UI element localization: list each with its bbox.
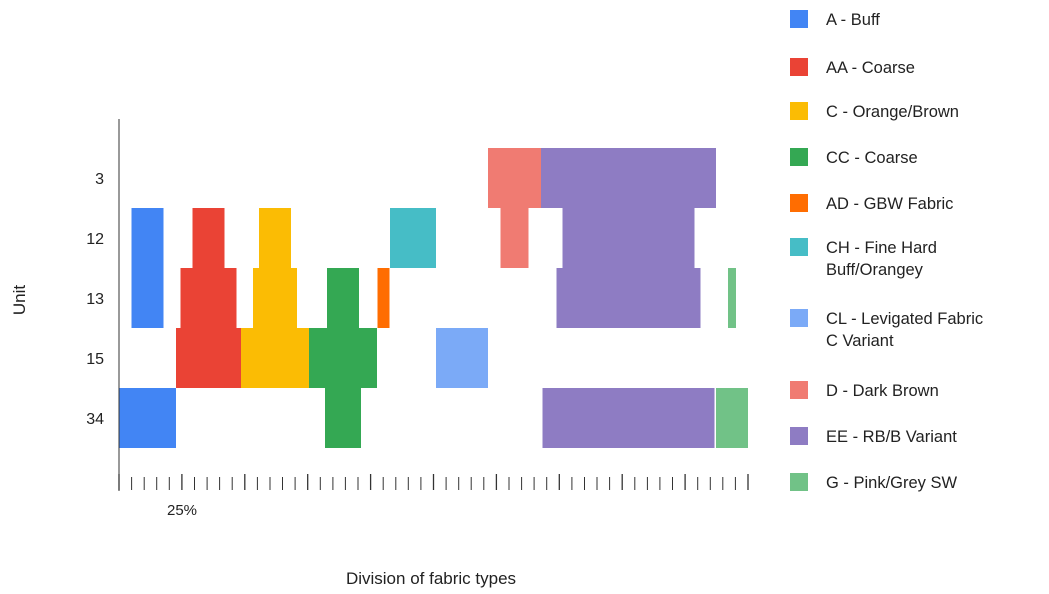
x-tick-label: 25% bbox=[167, 502, 197, 519]
bar bbox=[542, 388, 715, 448]
bar bbox=[541, 148, 716, 208]
bar bbox=[241, 328, 309, 388]
bar bbox=[180, 268, 237, 328]
bars-layer bbox=[119, 148, 748, 448]
legend-label: AA - Coarse bbox=[826, 59, 915, 77]
legend-item: AA - Coarse bbox=[790, 57, 1049, 79]
bar bbox=[377, 268, 390, 328]
legend-swatch bbox=[790, 58, 808, 76]
bar bbox=[176, 328, 241, 388]
bar bbox=[131, 208, 164, 268]
legend-label: EE - RB/B Variant bbox=[826, 428, 957, 446]
bar bbox=[728, 268, 736, 328]
y-tick-label: 15 bbox=[86, 351, 104, 368]
bar bbox=[436, 328, 488, 388]
legend-item: A - Buff bbox=[790, 9, 1049, 31]
legend-item: CH - Fine Hard Buff/Orangey bbox=[790, 237, 1049, 281]
bar bbox=[556, 268, 701, 328]
x-axis-title: Division of fabric types bbox=[346, 569, 516, 588]
y-axis-title: Unit bbox=[10, 285, 29, 316]
legend-item: AD - GBW Fabric bbox=[790, 193, 1049, 215]
x-axis-ticks bbox=[118, 474, 749, 490]
legend-swatch bbox=[790, 309, 808, 327]
legend-label: A - Buff bbox=[826, 11, 880, 29]
legend-item: D - Dark Brown bbox=[790, 380, 1049, 402]
bar bbox=[325, 388, 361, 448]
legend-item: CC - Coarse bbox=[790, 147, 1049, 169]
legend-swatch bbox=[790, 473, 808, 491]
legend-label: CL - Levigated Fabric C Variant bbox=[826, 310, 984, 350]
legend-label: C - Orange/Brown bbox=[826, 103, 959, 121]
legend-label: CC - Coarse bbox=[826, 149, 918, 167]
legend-swatch bbox=[790, 102, 808, 120]
legend-item: C - Orange/Brown bbox=[790, 101, 1049, 123]
bar bbox=[562, 208, 695, 268]
bar bbox=[253, 268, 297, 328]
legend-item: EE - RB/B Variant bbox=[790, 426, 1049, 448]
bar bbox=[488, 148, 541, 208]
legend-label: CH - Fine Hard Buff/Orangey bbox=[826, 239, 937, 279]
bar bbox=[327, 268, 359, 328]
y-tick-label: 13 bbox=[86, 291, 104, 308]
legend-label: G - Pink/Grey SW bbox=[826, 474, 958, 492]
bar bbox=[119, 388, 176, 448]
legend-swatch bbox=[790, 194, 808, 212]
bar bbox=[500, 208, 529, 268]
legend-swatch bbox=[790, 381, 808, 399]
legend-item: G - Pink/Grey SW bbox=[790, 472, 1049, 494]
legend-label: AD - GBW Fabric bbox=[826, 195, 954, 213]
legend-swatch bbox=[790, 10, 808, 28]
y-tick-label: 3 bbox=[95, 171, 104, 188]
legend-label: D - Dark Brown bbox=[826, 382, 939, 400]
legend-swatch bbox=[790, 238, 808, 256]
legend-item: CL - Levigated Fabric C Variant bbox=[790, 308, 1049, 352]
legend-swatch bbox=[790, 427, 808, 445]
y-tick-label: 12 bbox=[86, 231, 104, 248]
bar bbox=[390, 208, 436, 268]
bar bbox=[192, 208, 225, 268]
bar bbox=[309, 328, 377, 388]
legend-swatch bbox=[790, 148, 808, 166]
bar bbox=[259, 208, 291, 268]
y-axis-tick-labels: 3 12 13 15 34 bbox=[86, 171, 104, 428]
bar bbox=[716, 388, 748, 448]
bar bbox=[131, 268, 164, 328]
y-tick-label: 34 bbox=[86, 411, 104, 428]
